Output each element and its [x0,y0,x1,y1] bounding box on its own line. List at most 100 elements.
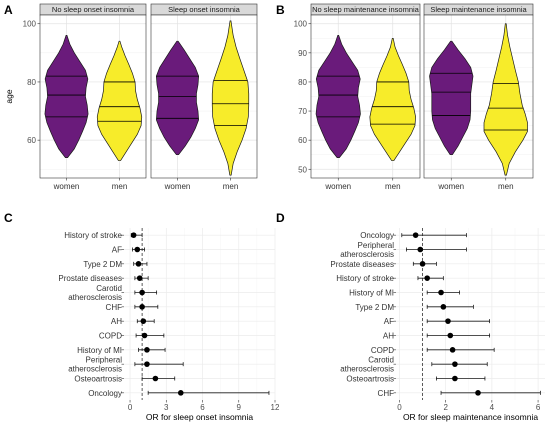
forest-row: AH [111,317,155,326]
violin-men [211,20,250,176]
x-tick-label: men [112,182,128,191]
y-tick-label: 50 [298,165,307,174]
row-label: Peripheral atherosclerosis [340,241,394,259]
panel-border [423,14,534,179]
panel-border [39,14,147,179]
or-point [140,318,147,324]
row-label: Type 2 DM [355,303,394,312]
row-label: History of MI [349,289,394,298]
violin-women [155,40,200,156]
forest-row: History of stroke [64,231,143,240]
row-label-line: atherosclerosis [340,250,394,259]
forest-row: Type 2 DM [355,303,474,312]
x-tick-label: men [223,182,239,191]
or-point [417,246,424,253]
or-point [152,375,159,382]
x-tick-label: 0 [397,403,402,412]
or-point [445,318,451,324]
x-tick-label: men [498,182,514,191]
facet: No sleep onset insomnia women men [39,3,147,191]
forest-row: Prostate diseases [58,274,149,283]
y-tick-label: 100 [294,20,308,29]
forest-row: AH [383,332,490,341]
row-label: CHF [378,389,395,398]
forest-row: Peripheral atherosclerosis [340,241,467,259]
y-tick-label: 100 [23,20,37,29]
row-label: COPD [371,346,394,355]
panel-letter: B [276,3,285,17]
x-tick-label: 12 [271,403,280,412]
row-label-line: History of MI [349,289,394,298]
row-label-line: AH [383,332,394,341]
row-label: Type 2 DM [83,260,122,269]
row-label: Oncology [88,389,122,398]
forest-row: Carotid atherosclerosis [68,284,158,302]
x-tick-label: 9 [237,403,242,412]
panel-border [310,14,421,179]
row-label-line: History of MI [77,346,122,355]
forest-row: History of MI [349,289,460,298]
or-point [139,289,145,296]
facet: No sleep maintenance insomnia women men [310,3,421,191]
row-label: AH [383,332,394,341]
row-label-line: Carotid [96,284,122,293]
panel-letter: C [4,211,13,225]
y-tick-label: 80 [298,78,307,87]
violin-men [483,23,528,176]
forest-row: Carotid atherosclerosis [340,356,488,374]
or-point [419,261,426,267]
y-axis-title: age [4,89,14,103]
or-point [135,261,142,267]
x-tick-label: men [385,182,401,191]
facet-strip-label: No sleep onset insomnia [52,5,135,14]
row-label: Carotid atherosclerosis [340,356,394,374]
forest-row: AF [112,246,145,255]
or-point [440,304,447,310]
or-point [144,361,150,367]
facet: Sleep maintenance insomnia women men [423,3,534,191]
row-label-line: Peripheral [358,241,395,250]
row-label-line: atherosclerosis [68,365,122,374]
row-label-line: Carotid [368,356,394,365]
x-tick-label: 6 [536,403,541,412]
x-tick-label: 4 [490,403,495,412]
x-tick-label: women [53,182,80,191]
forest-row: CHF [378,389,541,398]
facet-strip-label: Sleep maintenance insomnia [430,5,527,14]
violin-women [429,40,474,156]
forest-row: Peripheral atherosclerosis [68,356,184,374]
or-point [141,332,148,339]
x-axis-title: OR for sleep onset insomnia [146,412,254,422]
x-tick-label: women [324,182,351,191]
or-point [130,232,137,238]
row-label-line: Type 2 DM [83,260,122,269]
plot-background [124,228,275,400]
row-label-line: atherosclerosis [340,365,394,374]
forest-row: Osteoartrosis [346,375,486,384]
or-point [452,361,458,367]
x-tick-label: women [164,182,191,191]
or-point [134,246,141,253]
row-label-line: Peripheral [86,356,123,365]
row-label-line: COPD [371,346,394,355]
panel-border [150,14,258,179]
violin-women [44,35,89,158]
row-label-line: atherosclerosis [68,293,122,302]
row-label: Prostate diseases [330,260,394,269]
forest-row: Oncology [360,231,467,240]
row-label: Peripheral atherosclerosis [68,356,122,374]
row-label: AH [111,317,122,326]
or-point [177,390,184,396]
row-label: CHF [106,303,123,312]
row-label: Prostate diseases [58,274,122,283]
row-label: History of stroke [336,274,394,283]
row-label-line: Type 2 DM [355,303,394,312]
x-tick-label: 2 [443,403,448,412]
forest-row: Prostate diseases [330,260,437,269]
forest-row: History of stroke [336,274,444,283]
row-label-line: COPD [99,332,122,341]
x-tick-label: women [437,182,464,191]
